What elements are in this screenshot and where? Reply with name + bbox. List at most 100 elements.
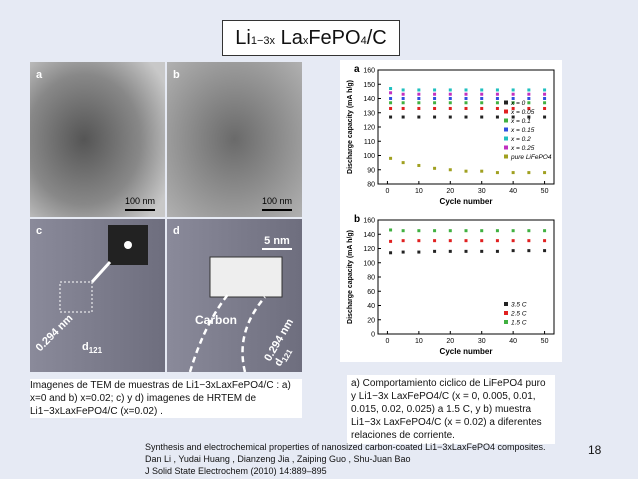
legend-swatch (504, 100, 508, 105)
data-point (464, 115, 468, 119)
data-point (511, 92, 515, 96)
data-point (448, 88, 452, 92)
y-tick-label: 80 (367, 275, 375, 282)
legend-swatch (504, 127, 508, 132)
x-axis-title: Cycle number (440, 197, 493, 206)
y-tick-label: 60 (367, 289, 375, 296)
data-point (389, 228, 393, 232)
data-point (389, 106, 393, 110)
data-point (464, 249, 468, 253)
data-point (433, 101, 437, 105)
x-tick-label: 0 (385, 188, 389, 195)
tem-caption: Imagenes de TEM de muestras de Li1−3xLax… (30, 379, 302, 418)
data-point (511, 88, 515, 92)
x-tick-label: 50 (541, 338, 549, 345)
data-point (543, 97, 547, 100)
x-tick-label: 40 (509, 188, 517, 195)
data-point (511, 115, 515, 119)
panel-label: b (354, 214, 360, 225)
data-point (527, 249, 531, 253)
data-point (401, 229, 405, 233)
fft-spot (124, 241, 132, 249)
data-point (417, 92, 421, 96)
plot-frame (377, 219, 555, 335)
x-tick-label: 10 (415, 188, 423, 195)
data-point (543, 92, 547, 96)
y-tick-label: 140 (363, 96, 375, 103)
title-part: 4 (360, 35, 367, 47)
y-tick-label: 120 (363, 125, 375, 132)
y-tick-label: 160 (363, 218, 375, 225)
data-point (511, 229, 515, 233)
selection-box (59, 281, 93, 313)
x-tick-label: 30 (478, 188, 486, 195)
scale-label: 100 nm (125, 196, 155, 206)
chart-panel (340, 60, 562, 362)
data-point (417, 229, 421, 233)
data-point (543, 115, 547, 119)
data-point (480, 229, 484, 233)
legend-swatch (504, 118, 508, 123)
data-point (480, 115, 484, 119)
data-point (543, 106, 547, 110)
data-point (389, 91, 393, 95)
data-point (464, 88, 468, 92)
y-axis-title: Discharge capacity (mA h/g) (347, 80, 354, 174)
data-point (433, 88, 437, 92)
data-point (495, 88, 499, 92)
data-point (527, 88, 531, 92)
data-point (480, 239, 484, 243)
legend-label: x = 0.1 (510, 118, 531, 125)
data-point (448, 229, 452, 233)
scale-label: 100 nm (262, 196, 292, 206)
data-point (495, 106, 499, 110)
y-tick-label: 80 (367, 182, 375, 189)
slide-title: Li1−3x LaxFePO4/C (222, 20, 400, 56)
data-point (527, 171, 531, 175)
arrow (90, 260, 112, 284)
legend-label: pure LiFePO4 (510, 154, 552, 161)
data-point (389, 97, 393, 100)
reference-line: J Solid State Electrochem (2010) 14:889–… (145, 466, 327, 476)
legend-label: x = 0 (510, 100, 526, 107)
data-point (527, 239, 531, 243)
page-number: 18 (588, 443, 602, 457)
data-point (401, 101, 405, 105)
title-part: x (302, 35, 309, 47)
data-point (448, 106, 452, 110)
data-point (433, 115, 437, 119)
profile-inset (209, 256, 283, 298)
data-point (527, 97, 531, 100)
y-tick-label: 120 (363, 246, 375, 253)
data-point (389, 115, 393, 119)
data-point (401, 239, 405, 243)
data-point (401, 88, 405, 92)
y-tick-label: 130 (363, 110, 375, 117)
tem-image (167, 62, 302, 217)
tem-image (30, 62, 165, 217)
legend-label: x = 0.05 (510, 109, 535, 116)
legend-swatch (504, 136, 508, 141)
legend-label: x = 0.15 (510, 127, 535, 134)
carbon-label: Carbon (195, 313, 237, 327)
data-point (389, 87, 393, 91)
data-point (464, 169, 468, 173)
data-point (448, 115, 452, 119)
data-point (448, 239, 452, 243)
y-tick-label: 110 (364, 139, 375, 146)
title-part: Li (235, 27, 251, 49)
data-point (433, 229, 437, 233)
x-tick-label: 20 (446, 338, 454, 345)
data-point (495, 115, 499, 119)
data-point (527, 101, 531, 105)
data-point (401, 97, 405, 100)
y-tick-label: 20 (367, 317, 375, 324)
legend-swatch (504, 320, 508, 324)
y-tick-label: 90 (367, 167, 375, 174)
data-point (495, 239, 499, 243)
data-point (480, 92, 484, 96)
data-point (511, 171, 515, 175)
legend-label: x = 0.2 (510, 136, 531, 143)
data-point (433, 92, 437, 96)
data-point (495, 92, 499, 96)
